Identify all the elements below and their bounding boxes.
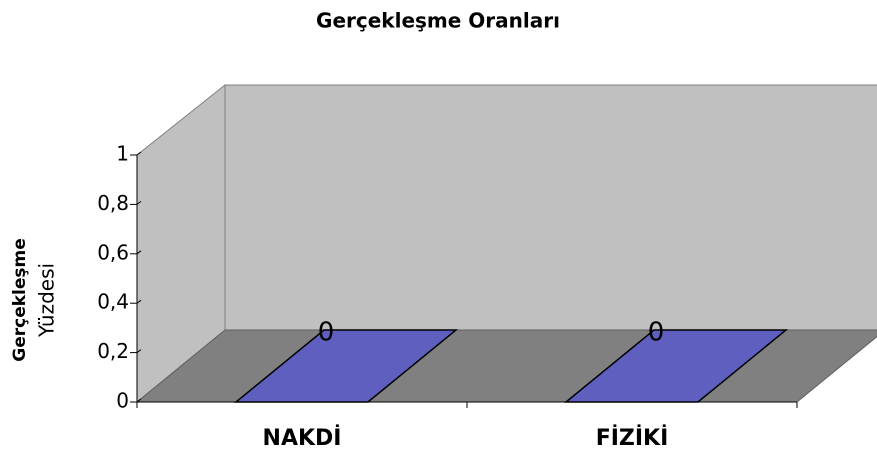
wall-tick xyxy=(136,349,142,354)
x-tick-label: FİZİKİ xyxy=(596,425,669,451)
wall-tick xyxy=(136,250,142,255)
y-axis-label: Gerçekleşme xyxy=(10,238,30,362)
y-tick-label: 0,2 xyxy=(97,339,129,363)
y-tick-label: 0,6 xyxy=(97,240,129,264)
data-label: 0 xyxy=(648,318,665,348)
wall-tick xyxy=(136,200,142,205)
y-tick-label: 1 xyxy=(116,142,129,166)
x-tick-label: NAKDİ xyxy=(263,425,342,451)
back-wall xyxy=(224,84,877,331)
data-label: 0 xyxy=(318,318,335,348)
bar-top xyxy=(563,329,789,403)
chart-title: Gerçekleşme Oranları xyxy=(316,9,560,33)
wall-tick xyxy=(136,398,142,403)
y-axis-label: Yüzdesi xyxy=(35,263,59,338)
y-tick-label: 0 xyxy=(116,389,129,413)
bar-top xyxy=(233,329,459,403)
y-tick-label: 0,4 xyxy=(97,290,129,314)
wall-tick xyxy=(136,299,142,304)
wall-tick xyxy=(136,151,142,156)
y-tick-label: 0,8 xyxy=(97,191,129,215)
